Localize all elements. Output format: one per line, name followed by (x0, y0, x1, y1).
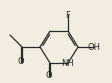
Text: OH: OH (87, 42, 100, 51)
Text: O: O (18, 58, 24, 66)
Text: O: O (46, 71, 52, 81)
Text: F: F (66, 11, 70, 20)
Text: NH: NH (62, 59, 74, 67)
